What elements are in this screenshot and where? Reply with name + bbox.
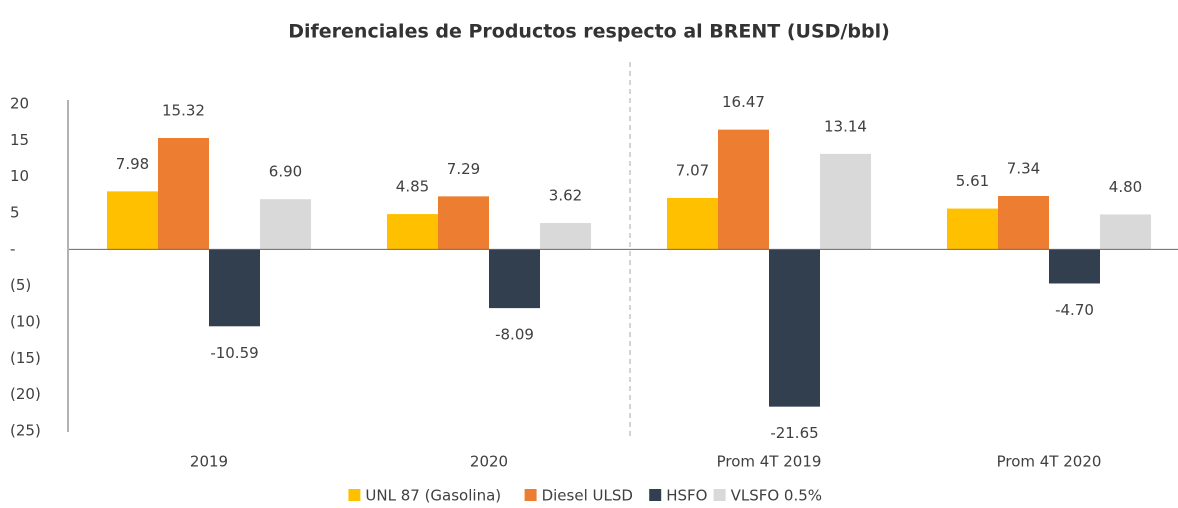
legend-swatch xyxy=(524,489,537,501)
data-label: 15.32 xyxy=(162,102,205,120)
data-label: 4.85 xyxy=(396,178,429,196)
y-tick-label: 15 xyxy=(10,131,29,149)
data-label: 16.47 xyxy=(722,93,765,111)
y-tick-label: (25) xyxy=(10,422,41,440)
legend-swatch xyxy=(649,489,662,501)
chart-title: Diferenciales de Productos respecto al B… xyxy=(288,21,890,43)
y-tick-label: (10) xyxy=(10,313,41,331)
data-label: 6.90 xyxy=(269,163,302,181)
data-label: -10.59 xyxy=(210,344,258,362)
legend-label: Diesel ULSD xyxy=(542,487,633,505)
y-tick-label: (5) xyxy=(10,276,31,294)
bar xyxy=(947,208,998,250)
y-tick-label: 10 xyxy=(10,167,29,185)
bar xyxy=(209,249,260,327)
x-tick-label: Prom 4T 2020 xyxy=(997,453,1102,471)
bar xyxy=(107,191,158,250)
bar xyxy=(260,199,311,250)
legend-label: UNL 87 (Gasolina) xyxy=(365,487,501,505)
data-label: 7.07 xyxy=(676,161,709,179)
data-label: -4.70 xyxy=(1055,301,1094,319)
bar xyxy=(769,249,820,407)
y-tick-label: (20) xyxy=(10,385,41,403)
legend-swatch xyxy=(713,489,726,501)
data-label: -21.65 xyxy=(770,424,818,442)
bar xyxy=(489,249,540,309)
data-label: 5.61 xyxy=(956,172,989,190)
legend-swatch xyxy=(348,489,361,501)
bar xyxy=(158,138,209,250)
data-label: 7.34 xyxy=(1007,159,1040,177)
bar xyxy=(1100,214,1151,250)
bar xyxy=(1049,249,1100,284)
legend-label: HSFO xyxy=(666,487,707,505)
y-tick-label: 5 xyxy=(10,204,20,222)
legend-label: VLSFO 0.5% xyxy=(731,487,822,505)
data-label: 4.80 xyxy=(1109,178,1142,196)
y-tick-label: - xyxy=(10,240,15,258)
x-tick-label: 2019 xyxy=(190,453,228,471)
bar xyxy=(438,196,489,250)
x-tick-label: Prom 4T 2019 xyxy=(717,453,822,471)
bar xyxy=(540,223,591,250)
y-tick-label: (15) xyxy=(10,349,41,367)
bar xyxy=(667,197,718,250)
data-label: -8.09 xyxy=(495,326,534,344)
bar xyxy=(718,129,769,250)
bar xyxy=(387,214,438,250)
data-label: 7.29 xyxy=(447,160,480,178)
y-tick-label: 20 xyxy=(10,95,29,113)
bar xyxy=(820,153,871,250)
bar xyxy=(998,195,1049,250)
x-tick-label: 2020 xyxy=(470,453,508,471)
data-label: 13.14 xyxy=(824,117,867,135)
data-label: 3.62 xyxy=(549,187,582,205)
data-label: 7.98 xyxy=(116,155,149,173)
